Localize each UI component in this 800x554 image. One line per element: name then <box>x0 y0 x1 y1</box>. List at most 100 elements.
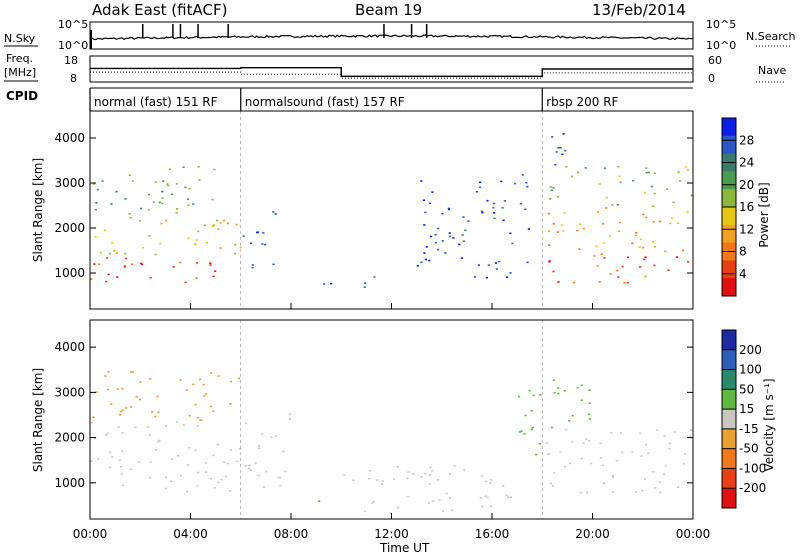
data-cell <box>170 458 173 460</box>
data-cell <box>489 482 492 484</box>
data-cell <box>235 223 238 226</box>
data-cell <box>565 428 568 431</box>
data-cell <box>664 464 667 467</box>
data-cell <box>644 275 647 278</box>
data-cell <box>467 220 470 222</box>
data-cell <box>647 452 650 455</box>
data-cell <box>138 461 141 463</box>
data-cell <box>120 473 123 475</box>
data-cell <box>570 175 574 178</box>
data-cell <box>105 434 108 436</box>
velocity-colorbar: 200 100 50 15 -15 -50 -100 -200 <box>721 329 766 509</box>
data-cell <box>234 243 237 246</box>
data-cell <box>121 432 124 434</box>
data-cell <box>94 236 97 238</box>
data-cell <box>187 204 190 207</box>
data-cell <box>209 262 212 264</box>
data-cell <box>203 224 207 227</box>
data-cell <box>580 457 583 460</box>
data-cell <box>503 200 506 202</box>
data-cell <box>441 240 444 242</box>
data-cell <box>261 243 264 245</box>
colorbar-tick-label: 20 <box>739 178 754 192</box>
data-cell <box>547 212 550 215</box>
data-cell <box>396 506 399 509</box>
data-cell <box>659 491 662 494</box>
colorbar-swatch <box>722 330 736 351</box>
data-cell <box>687 261 690 263</box>
data-cell <box>96 188 99 191</box>
nave-tick-bottom: 0 <box>708 72 715 85</box>
data-cell <box>131 180 135 182</box>
data-cell <box>494 262 497 264</box>
data-cell <box>588 418 591 420</box>
data-cell <box>205 242 208 244</box>
data-cell <box>619 432 622 434</box>
data-cell <box>652 205 655 208</box>
data-cell <box>638 246 641 248</box>
data-cell <box>559 147 562 149</box>
data-cell <box>551 485 554 487</box>
data-cell <box>627 256 630 259</box>
data-cell <box>123 266 127 268</box>
colorbar-tick-label: 24 <box>739 156 754 170</box>
data-cell <box>436 479 439 481</box>
data-cell <box>229 490 232 492</box>
colorbar-swatch <box>722 118 736 137</box>
data-cell <box>185 389 188 391</box>
data-cell <box>609 273 612 275</box>
freq-traces <box>90 67 693 79</box>
data-cell <box>209 405 212 408</box>
data-cell <box>532 394 535 397</box>
data-cell <box>226 462 229 465</box>
data-cell <box>616 269 619 272</box>
data-cell <box>164 425 167 427</box>
data-cell <box>274 213 277 215</box>
data-cell <box>282 450 285 453</box>
data-cell <box>167 184 170 187</box>
data-cell <box>160 222 163 225</box>
data-cell <box>682 463 685 465</box>
data-cell <box>179 379 182 381</box>
data-cell <box>562 133 565 135</box>
data-cell <box>223 461 226 464</box>
data-cell <box>164 487 167 490</box>
data-cell <box>116 276 119 278</box>
nave-label: Nave <box>758 64 786 77</box>
data-cell <box>392 478 395 480</box>
data-cell <box>477 264 480 266</box>
data-cell <box>219 222 222 224</box>
data-cell <box>363 282 367 284</box>
data-cell <box>493 212 496 214</box>
data-cell <box>489 505 492 508</box>
data-cell <box>665 188 669 190</box>
data-cell <box>644 256 647 258</box>
y-tick-label: 1000 <box>54 476 85 490</box>
colorbar-swatch <box>722 369 736 390</box>
data-cell <box>681 249 685 252</box>
data-cell <box>420 261 423 264</box>
data-cell <box>188 187 191 190</box>
data-cell <box>492 202 496 205</box>
data-cell <box>593 255 596 257</box>
cpid-label: CPID <box>6 89 38 103</box>
data-cell <box>431 469 434 472</box>
data-cell <box>602 242 605 244</box>
data-cell <box>502 485 505 487</box>
data-cell <box>530 409 533 412</box>
data-cell <box>111 456 114 458</box>
data-cell <box>571 440 574 443</box>
data-cell <box>161 202 164 205</box>
colorbar-tick-label: 15 <box>739 402 754 416</box>
data-cell <box>548 230 551 232</box>
data-cell <box>539 394 542 396</box>
data-cell <box>343 474 346 476</box>
velocity-y-axis-label: Slant Range [km] <box>31 368 45 472</box>
data-cell <box>242 235 245 237</box>
data-cell <box>129 406 132 408</box>
data-cell <box>428 474 432 476</box>
data-cell <box>115 252 118 254</box>
data-cell <box>209 477 212 480</box>
data-cell <box>580 384 583 387</box>
colorbar-tick-label: -100 <box>739 461 766 475</box>
